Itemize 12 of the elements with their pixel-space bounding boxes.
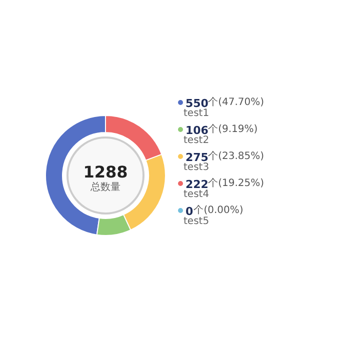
legend-label: test1 <box>184 108 210 119</box>
legend-label: test3 <box>184 162 210 173</box>
text: 总数量 <box>90 181 120 193</box>
legend-label: test2 <box>184 135 210 146</box>
legend-label: test4 <box>184 189 210 200</box>
data-label: 550个(47.70%) <box>186 96 264 110</box>
text: 0个(0.00%) <box>186 205 244 218</box>
data-label: 275个(23.85%) <box>186 150 264 164</box>
legend-label: test5 <box>184 216 210 227</box>
data-label: 222个(19.25%) <box>186 177 264 191</box>
text: 1288 <box>83 162 128 182</box>
data-label: 106个(9.19%) <box>186 123 258 137</box>
